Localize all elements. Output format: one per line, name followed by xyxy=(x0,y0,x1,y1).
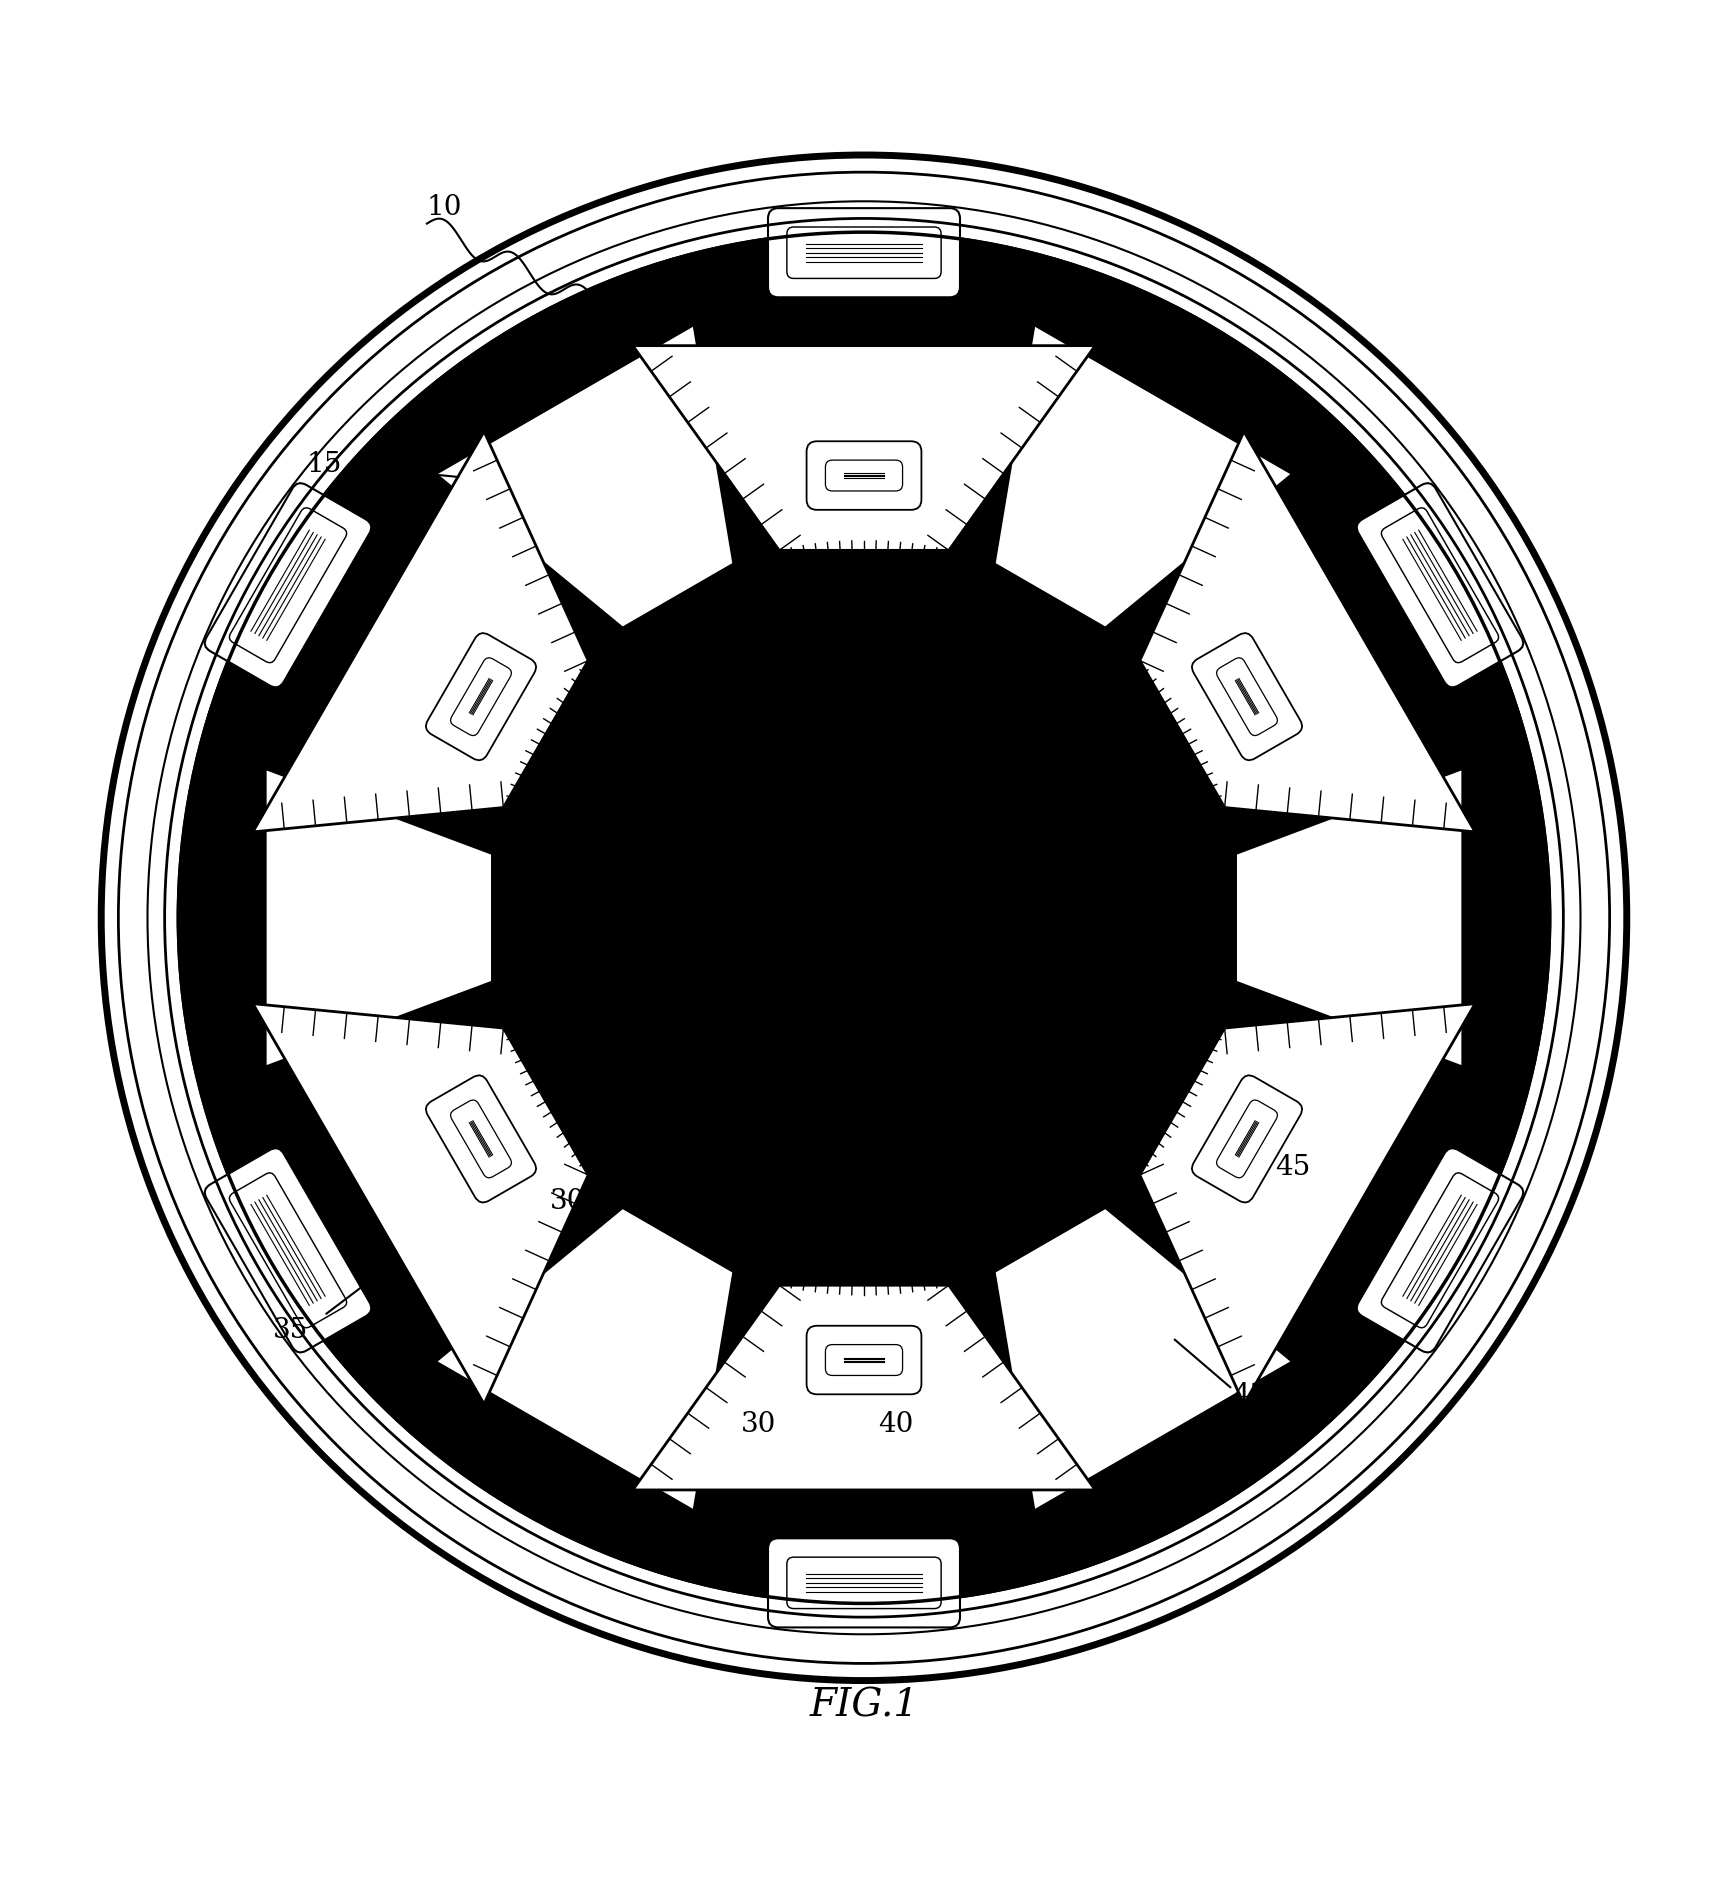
FancyBboxPatch shape xyxy=(204,483,372,687)
Polygon shape xyxy=(994,1208,1293,1511)
FancyBboxPatch shape xyxy=(826,460,902,491)
Polygon shape xyxy=(266,768,492,1066)
Polygon shape xyxy=(252,1004,588,1404)
Text: 40: 40 xyxy=(878,1411,912,1438)
Polygon shape xyxy=(252,432,588,832)
Text: 10: 10 xyxy=(427,194,463,221)
Text: 25: 25 xyxy=(795,798,831,827)
FancyBboxPatch shape xyxy=(1217,1100,1277,1177)
Text: FIG.1: FIG.1 xyxy=(809,1687,919,1725)
FancyBboxPatch shape xyxy=(425,1076,536,1202)
Polygon shape xyxy=(1140,1004,1476,1404)
FancyBboxPatch shape xyxy=(786,226,942,279)
FancyBboxPatch shape xyxy=(451,1100,511,1177)
Polygon shape xyxy=(435,1208,734,1511)
FancyBboxPatch shape xyxy=(786,1557,942,1608)
Text: 15: 15 xyxy=(308,451,342,477)
Text: 30: 30 xyxy=(550,1189,586,1215)
Polygon shape xyxy=(632,1285,1096,1491)
Circle shape xyxy=(1009,776,1083,849)
FancyBboxPatch shape xyxy=(204,1147,372,1353)
Circle shape xyxy=(645,985,719,1060)
FancyBboxPatch shape xyxy=(767,1538,961,1627)
Polygon shape xyxy=(1140,432,1476,832)
Text: 30: 30 xyxy=(741,1411,776,1438)
Text: 45: 45 xyxy=(1275,1155,1310,1181)
FancyBboxPatch shape xyxy=(425,632,536,760)
Circle shape xyxy=(513,566,1215,1270)
Polygon shape xyxy=(435,325,734,628)
Circle shape xyxy=(581,634,1147,1200)
FancyBboxPatch shape xyxy=(767,208,961,298)
FancyBboxPatch shape xyxy=(807,442,921,509)
FancyBboxPatch shape xyxy=(1192,632,1303,760)
Polygon shape xyxy=(632,345,1096,551)
Polygon shape xyxy=(994,325,1293,628)
Circle shape xyxy=(178,232,1550,1604)
FancyBboxPatch shape xyxy=(451,659,511,736)
FancyBboxPatch shape xyxy=(826,1345,902,1376)
Text: 35: 35 xyxy=(273,1317,308,1344)
FancyBboxPatch shape xyxy=(230,1174,347,1328)
FancyBboxPatch shape xyxy=(1356,1147,1524,1353)
Circle shape xyxy=(736,789,992,1047)
FancyBboxPatch shape xyxy=(1356,483,1524,687)
Circle shape xyxy=(826,1091,902,1166)
FancyBboxPatch shape xyxy=(1217,659,1277,736)
Circle shape xyxy=(1009,985,1083,1060)
Circle shape xyxy=(826,670,902,745)
Circle shape xyxy=(178,232,1550,1604)
FancyBboxPatch shape xyxy=(230,508,347,662)
Text: 43: 43 xyxy=(1232,1381,1268,1410)
FancyBboxPatch shape xyxy=(1381,1174,1498,1328)
FancyBboxPatch shape xyxy=(1381,508,1498,662)
FancyBboxPatch shape xyxy=(807,1327,921,1394)
FancyBboxPatch shape xyxy=(1192,1076,1303,1202)
Circle shape xyxy=(522,576,1206,1261)
Polygon shape xyxy=(1236,768,1462,1066)
Text: 20: 20 xyxy=(1004,687,1040,715)
Circle shape xyxy=(645,776,719,849)
